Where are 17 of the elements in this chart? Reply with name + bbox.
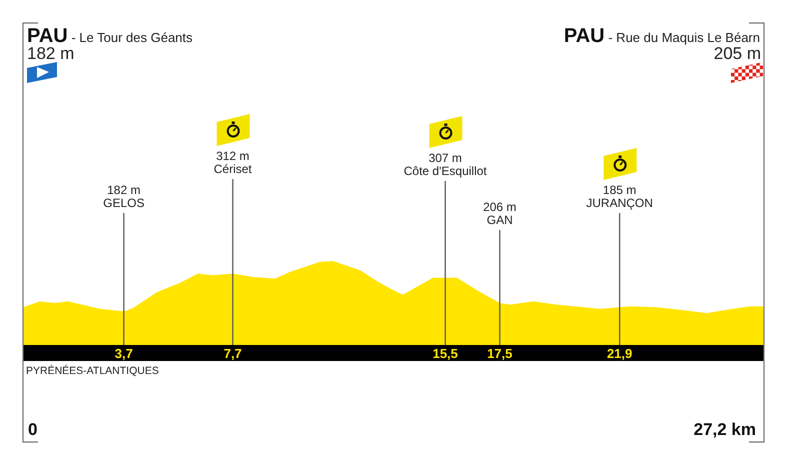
x-tick-label: 21,9 xyxy=(606,346,632,361)
ref-line-label: 185 m JURANÇON xyxy=(586,183,653,210)
ref-line-label: 312 m Cériset xyxy=(214,149,252,176)
ref-line-label: 206 m GAN xyxy=(483,200,516,227)
text: PYRÉNÉES-ATLANTIQUES xyxy=(26,364,159,377)
text: PAU - Rue du Maquis Le Béarn xyxy=(564,25,760,47)
text: 182 m xyxy=(27,44,74,63)
x-tick-label: 7,7 xyxy=(224,346,242,361)
x-tick-label: 17,5 xyxy=(487,346,512,361)
ref-line-label: 307 m Côte d'Esquillot xyxy=(404,151,488,178)
text: PAU - Le Tour des Géants xyxy=(27,25,194,47)
text: 0 xyxy=(28,420,38,439)
text: 205 m xyxy=(714,44,761,63)
ref-line-label: 182 m GELOS xyxy=(103,183,144,210)
x-tick-label: 15,5 xyxy=(432,346,458,361)
text: 27,2 km xyxy=(694,420,756,439)
x-tick-label: 3,7 xyxy=(114,346,133,361)
